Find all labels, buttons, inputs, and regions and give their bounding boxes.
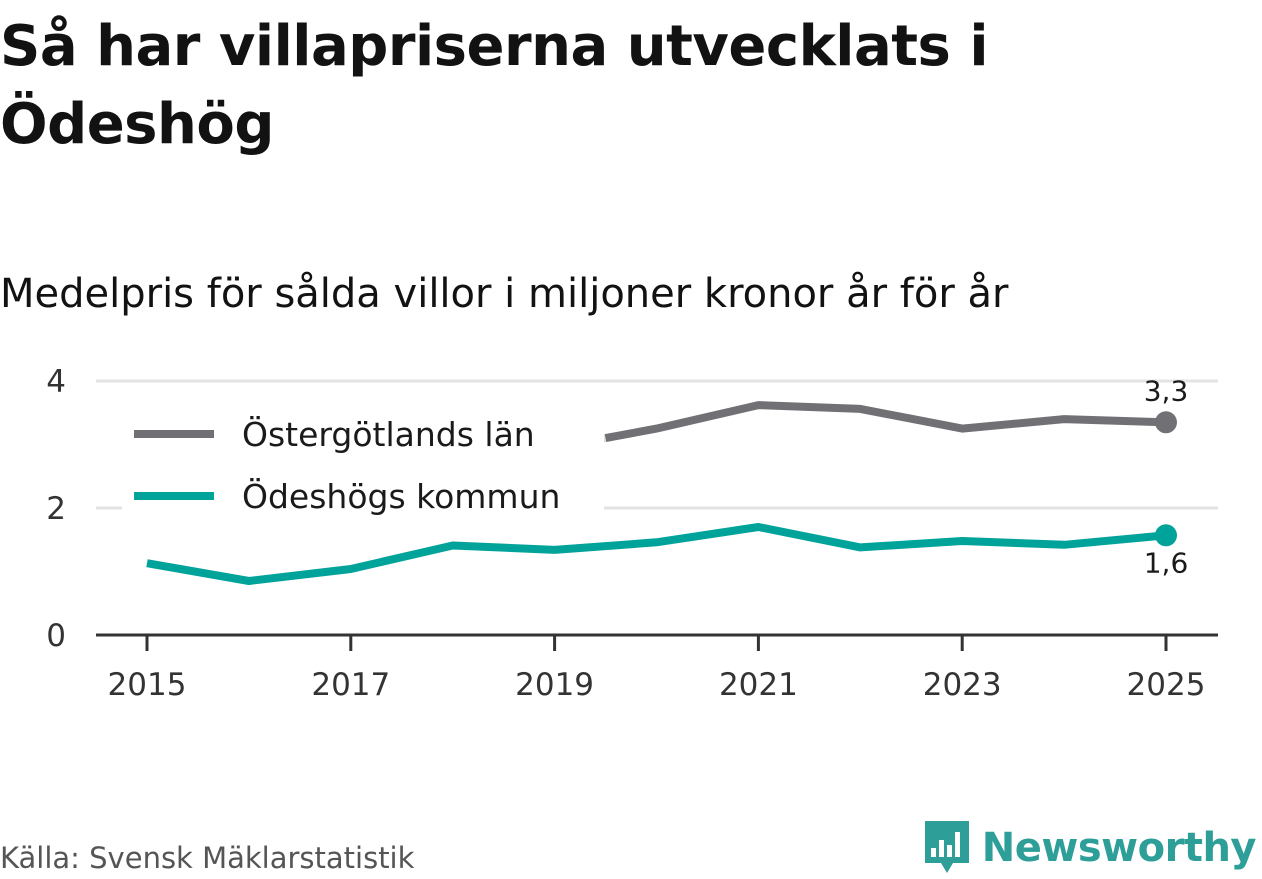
x-axis: 2015 2017 2019 2021 2023 2025 xyxy=(96,633,1218,703)
chart-title: Så har villapriserna utvecklats i Ödeshö… xyxy=(0,14,989,157)
end-label-municipality: 1,6 xyxy=(1144,546,1189,579)
x-tick-label-2021: 2021 xyxy=(719,667,798,703)
series-line-municipality xyxy=(146,523,1167,585)
legend: Östergötlands län Ödeshögs kommun xyxy=(134,414,560,516)
x-tick-label-2015: 2015 xyxy=(108,667,187,703)
end-label-county: 3,3 xyxy=(1144,374,1189,407)
legend-label-county: Östergötlands län xyxy=(242,414,535,454)
legend-background xyxy=(122,405,604,523)
source-note: Källa: Svensk Mäklarstatistik xyxy=(0,841,415,875)
y-tick-label-4: 4 xyxy=(46,364,66,400)
y-tick-label-2: 2 xyxy=(46,491,66,527)
x-tick-label-2019: 2019 xyxy=(515,667,594,703)
brand-logo: Newsworthy xyxy=(922,818,1257,878)
brand-name: Newsworthy xyxy=(981,825,1257,871)
y-axis-ticks: 0 2 4 xyxy=(46,364,66,654)
x-tick-label-2023: 2023 xyxy=(923,667,1002,703)
end-marker-municipality xyxy=(1155,524,1177,547)
end-markers: 3,3 1,6 xyxy=(1144,374,1189,579)
end-marker-county xyxy=(1155,411,1177,434)
x-tick-label-2017: 2017 xyxy=(311,667,390,703)
x-tick-label-2025: 2025 xyxy=(1127,667,1206,703)
legend-label-municipality: Ödeshögs kommun xyxy=(242,476,560,516)
series-line-county xyxy=(604,401,1167,443)
chart-subtitle: Medelpris för sålda villor i miljoner kr… xyxy=(0,271,1009,317)
y-tick-label-0: 0 xyxy=(46,618,66,654)
bar-chart-speech-bubble-icon xyxy=(924,821,969,873)
